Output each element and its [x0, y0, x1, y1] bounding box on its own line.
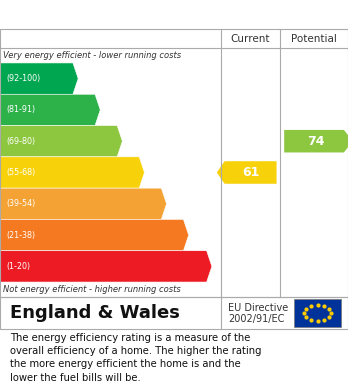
- Text: Potential: Potential: [291, 34, 337, 43]
- Polygon shape: [284, 130, 348, 152]
- Text: (39-54): (39-54): [6, 199, 35, 208]
- Polygon shape: [217, 161, 277, 184]
- Text: (55-68): (55-68): [6, 168, 35, 177]
- Text: Very energy efficient - lower running costs: Very energy efficient - lower running co…: [3, 51, 182, 60]
- Text: (81-91): (81-91): [6, 106, 35, 115]
- Text: The energy efficiency rating is a measure of the
overall efficiency of a home. T: The energy efficiency rating is a measur…: [10, 333, 262, 382]
- Text: (69-80): (69-80): [6, 137, 35, 146]
- Text: Current: Current: [231, 34, 270, 43]
- Text: England & Wales: England & Wales: [10, 304, 180, 322]
- Polygon shape: [1, 219, 189, 251]
- Text: Not energy efficient - higher running costs: Not energy efficient - higher running co…: [3, 285, 181, 294]
- Polygon shape: [1, 157, 144, 188]
- Bar: [294, 300, 341, 326]
- Text: B: B: [103, 102, 114, 117]
- Text: 61: 61: [242, 166, 259, 179]
- Text: EU Directive: EU Directive: [228, 303, 288, 313]
- Polygon shape: [1, 63, 78, 94]
- Text: C: C: [125, 134, 136, 149]
- Text: (21-38): (21-38): [6, 231, 35, 240]
- Polygon shape: [1, 188, 167, 219]
- Polygon shape: [1, 94, 100, 126]
- Polygon shape: [1, 251, 212, 282]
- Text: A: A: [81, 71, 93, 86]
- Text: F: F: [191, 228, 202, 242]
- Text: D: D: [147, 165, 160, 180]
- Text: 74: 74: [307, 135, 325, 148]
- Text: Energy Efficiency Rating: Energy Efficiency Rating: [10, 7, 220, 22]
- Text: E: E: [169, 196, 180, 211]
- Text: (92-100): (92-100): [6, 74, 40, 83]
- Text: G: G: [215, 259, 227, 274]
- Text: 2002/91/EC: 2002/91/EC: [228, 314, 284, 324]
- Polygon shape: [1, 126, 122, 157]
- Text: (1-20): (1-20): [6, 262, 30, 271]
